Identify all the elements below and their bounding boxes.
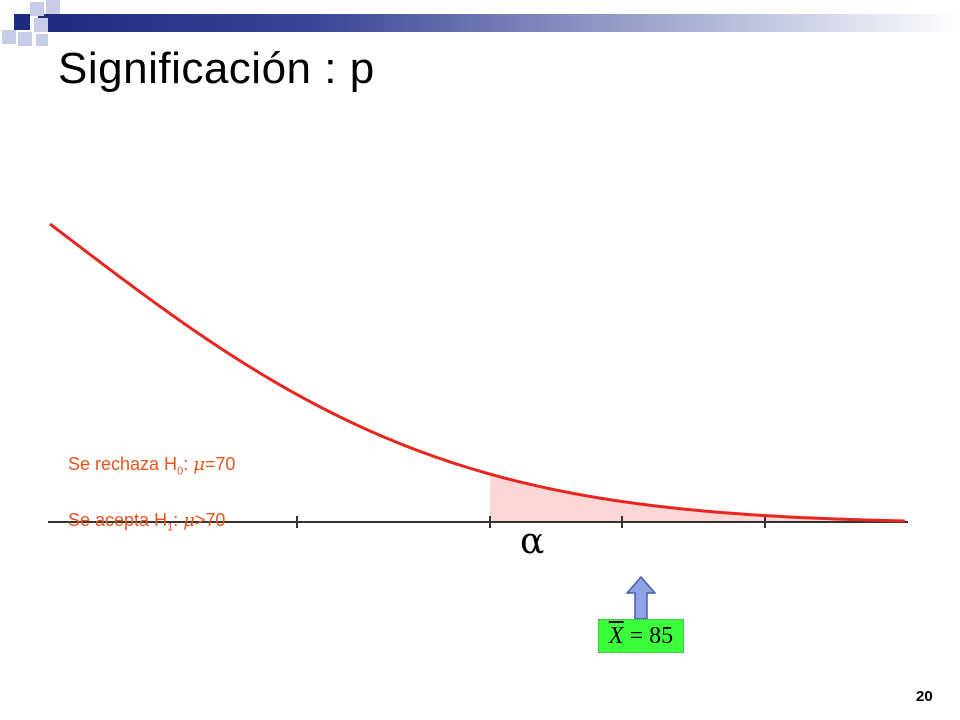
corner-squares-decoration [0, 0, 80, 70]
density-curve [49, 222, 906, 523]
reject-h0-label: Se rechaza H0: μ=70 [68, 454, 236, 478]
sample-mean-variable: X [608, 622, 624, 649]
alpha-shaded-area [490, 474, 905, 521]
alpha-symbol: α [520, 521, 545, 562]
accept-h1-label: Se acepta H1: μ>70 [68, 510, 226, 534]
sample-mean-value: 85 [649, 622, 674, 649]
page-number: 20 [916, 688, 933, 705]
up-arrow-icon [626, 576, 656, 620]
sample-mean-equals: = [623, 622, 650, 649]
sample-mean-box: X = 85 [598, 619, 684, 653]
slide-title: Significación : p [58, 44, 375, 93]
title-band [38, 14, 960, 32]
